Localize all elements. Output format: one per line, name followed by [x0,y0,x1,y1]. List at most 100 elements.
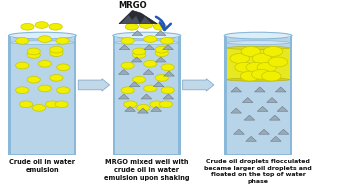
Circle shape [159,101,173,108]
Polygon shape [153,82,164,87]
Circle shape [263,46,283,56]
Polygon shape [290,36,292,155]
Text: Crude oil in water
emulsion: Crude oil in water emulsion [9,159,75,173]
Circle shape [161,87,174,94]
Polygon shape [119,69,129,74]
Circle shape [137,105,150,111]
FancyArrowPatch shape [156,17,171,30]
Circle shape [268,57,288,67]
Circle shape [50,74,63,81]
Ellipse shape [227,78,290,81]
Circle shape [46,101,59,108]
Circle shape [252,69,271,79]
Polygon shape [74,36,76,155]
FancyArrow shape [183,79,214,91]
Circle shape [56,37,69,44]
Polygon shape [138,108,148,113]
Circle shape [121,62,134,69]
Polygon shape [119,45,130,50]
Polygon shape [131,57,142,62]
Circle shape [50,46,63,53]
Polygon shape [276,87,286,92]
Polygon shape [129,82,140,87]
Polygon shape [224,154,292,155]
Ellipse shape [115,41,178,45]
Polygon shape [234,129,244,134]
Text: MRGO mixed well with
crude oil in water
emulsion upon shaking: MRGO mixed well with crude oil in water … [104,159,190,181]
Circle shape [257,62,277,72]
Polygon shape [141,94,152,99]
Circle shape [121,87,134,94]
Ellipse shape [227,41,290,45]
Polygon shape [242,98,253,102]
Circle shape [121,37,134,44]
Polygon shape [113,154,181,155]
FancyArrow shape [78,79,110,91]
Polygon shape [254,87,265,92]
Polygon shape [119,10,157,24]
Polygon shape [278,129,289,134]
Polygon shape [271,136,281,141]
Circle shape [155,46,168,53]
Polygon shape [257,106,268,111]
Circle shape [241,46,260,56]
Circle shape [144,60,157,67]
Circle shape [161,64,174,71]
Circle shape [55,101,68,108]
Polygon shape [11,38,74,155]
Polygon shape [140,16,152,24]
Polygon shape [270,115,280,120]
Circle shape [21,23,34,30]
Circle shape [133,48,146,55]
Circle shape [38,36,52,43]
Polygon shape [132,31,143,36]
Circle shape [27,48,40,55]
Circle shape [155,50,168,57]
Ellipse shape [11,41,74,45]
Polygon shape [231,87,241,92]
Circle shape [19,101,33,108]
Ellipse shape [224,32,292,39]
Polygon shape [8,154,76,155]
Circle shape [235,62,254,72]
Polygon shape [143,69,154,74]
Circle shape [50,50,63,57]
Circle shape [57,64,70,71]
Polygon shape [224,36,227,155]
Polygon shape [121,15,135,24]
Circle shape [252,53,272,64]
Circle shape [57,87,70,94]
Polygon shape [125,106,135,111]
Polygon shape [178,36,181,155]
Polygon shape [155,31,166,36]
Circle shape [133,52,146,58]
Circle shape [16,87,29,94]
Circle shape [150,101,163,108]
Ellipse shape [227,46,290,50]
Polygon shape [8,36,11,155]
Ellipse shape [8,32,76,39]
Circle shape [144,85,157,92]
Circle shape [27,52,40,58]
Circle shape [38,85,52,92]
Text: MRGO: MRGO [118,1,147,10]
Polygon shape [128,16,140,24]
Text: Crude oil droplets flocculated
became larger oil droplets and
floated on the top: Crude oil droplets flocculated became la… [204,159,312,184]
Polygon shape [119,94,129,99]
Circle shape [261,71,281,81]
Polygon shape [113,36,115,155]
Circle shape [16,62,29,69]
Circle shape [35,22,48,28]
Circle shape [32,105,46,111]
Circle shape [133,76,146,83]
Polygon shape [144,45,154,50]
Polygon shape [277,106,288,111]
Polygon shape [267,98,277,102]
Polygon shape [115,38,178,155]
Circle shape [38,60,52,67]
Circle shape [155,74,168,81]
Circle shape [27,76,40,83]
Polygon shape [151,106,161,111]
Ellipse shape [113,32,181,39]
Polygon shape [227,48,290,80]
